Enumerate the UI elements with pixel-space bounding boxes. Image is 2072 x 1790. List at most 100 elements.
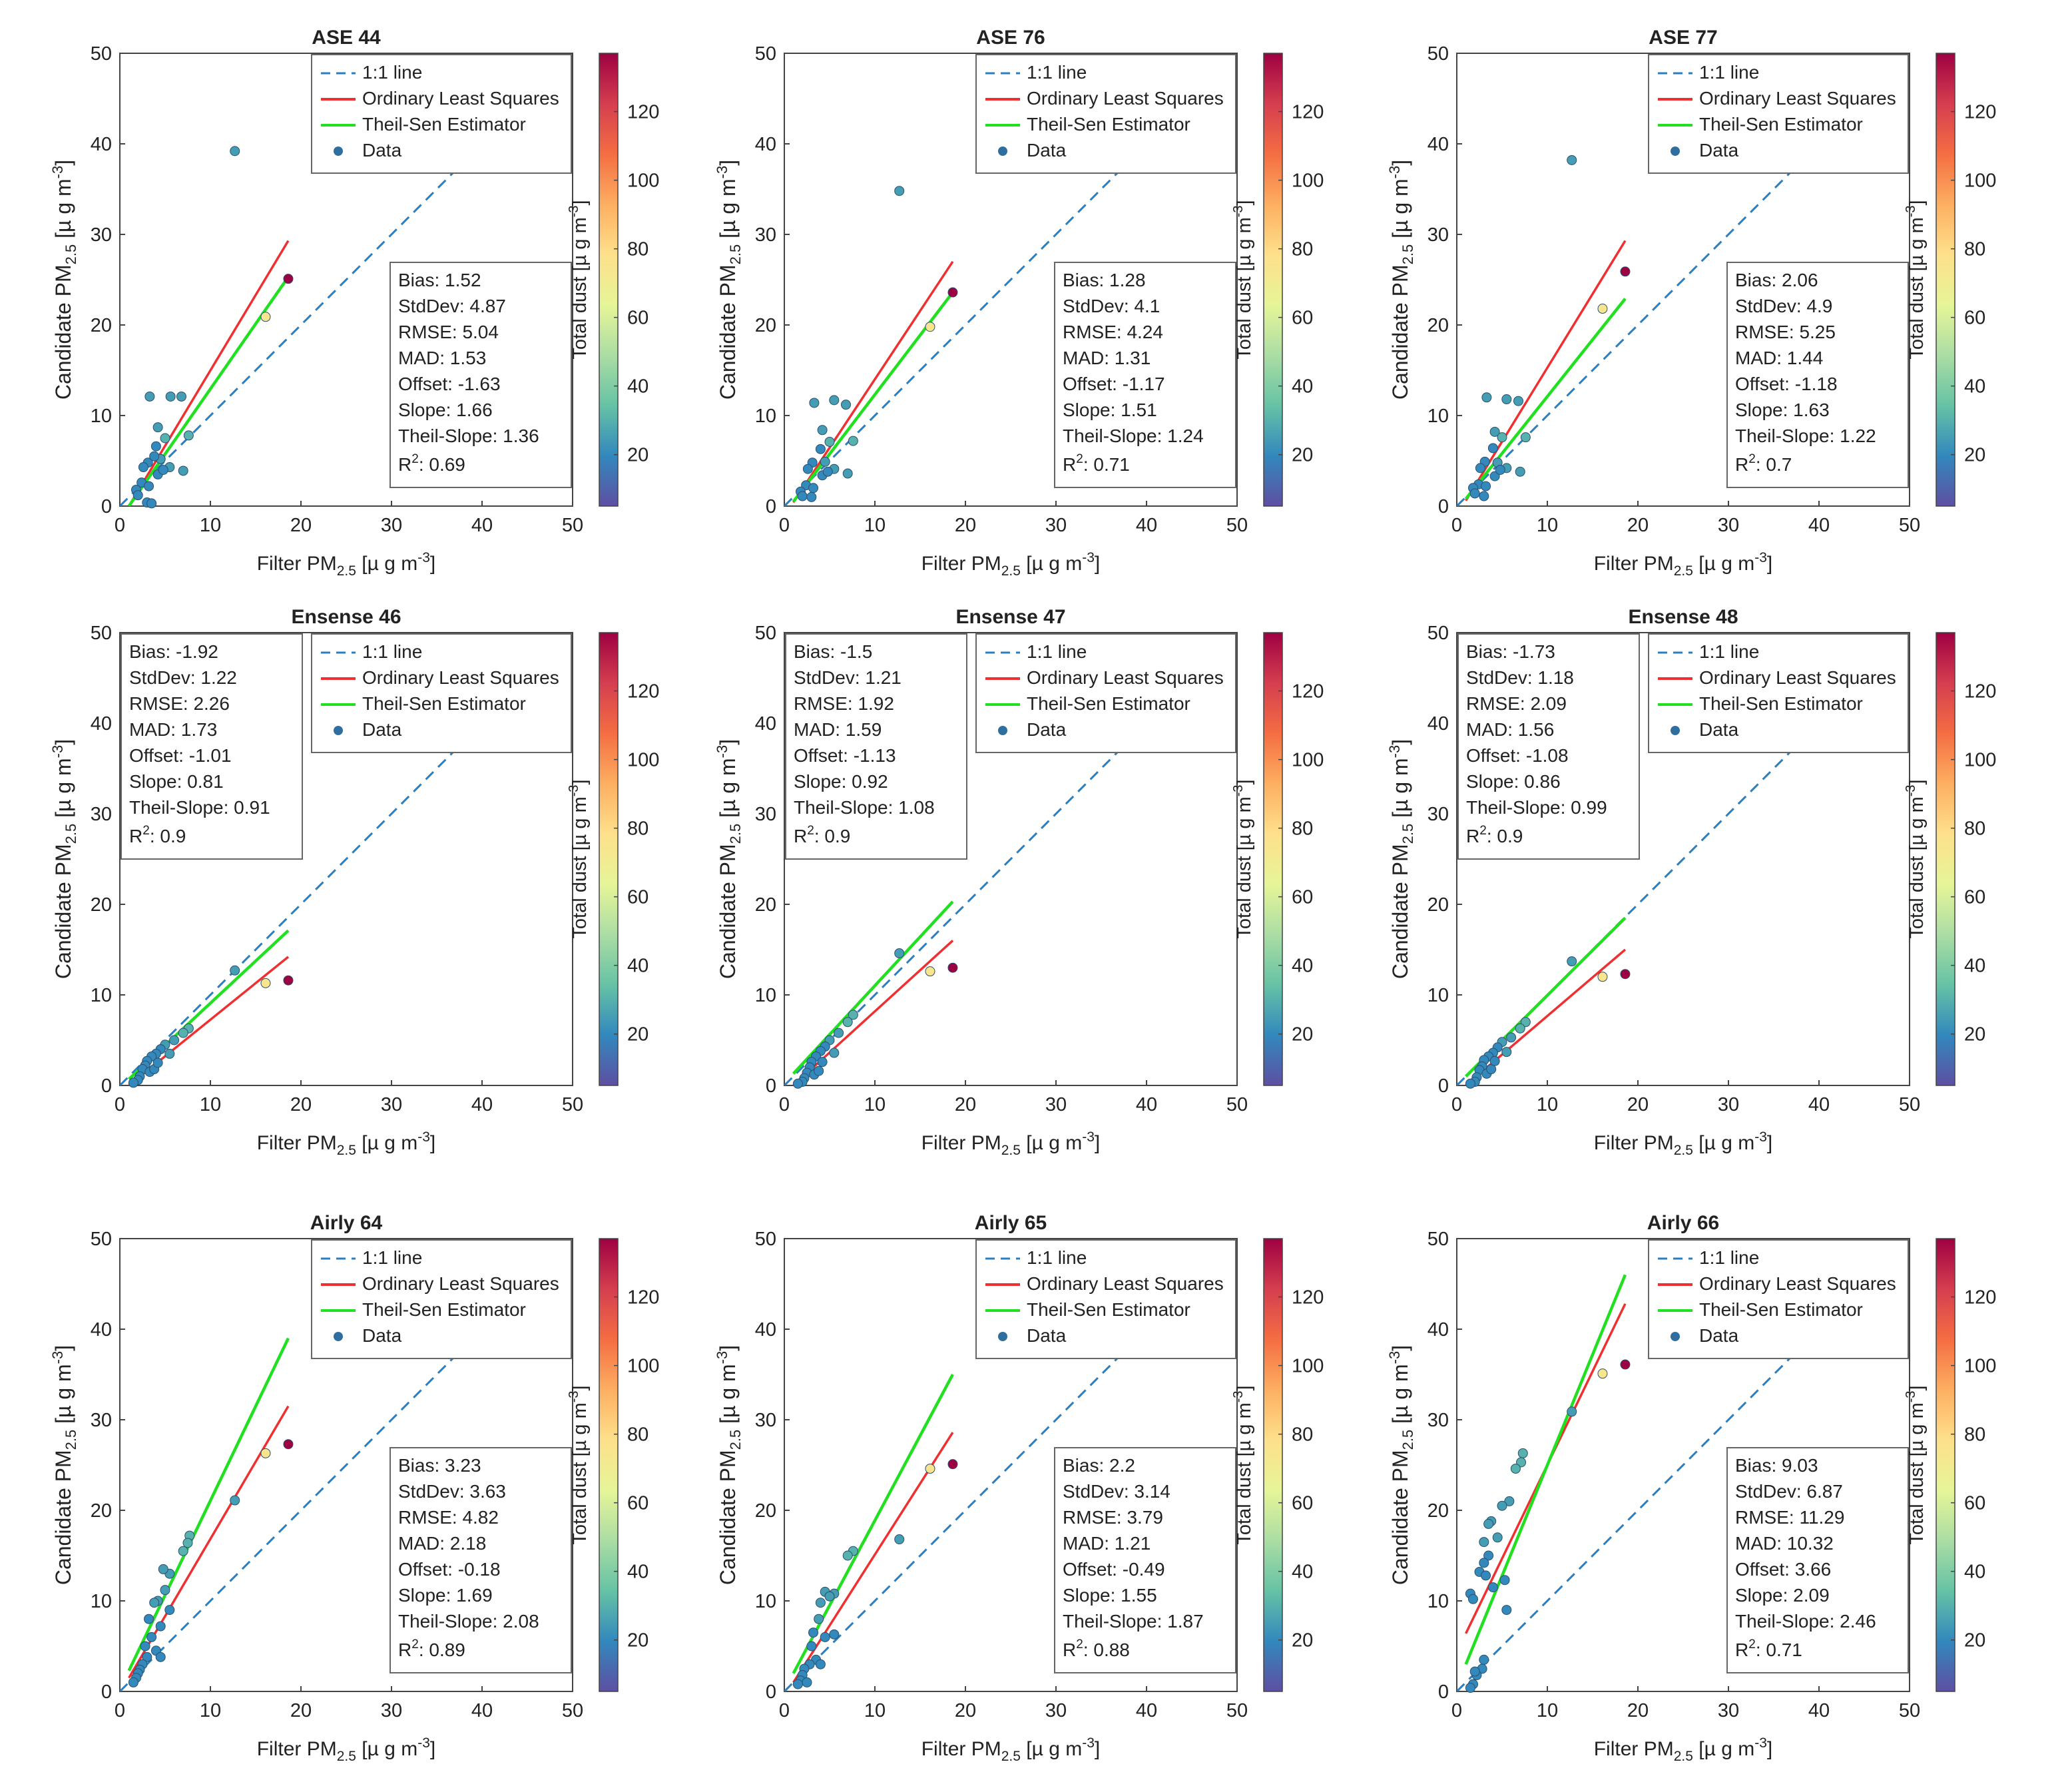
data-point (1510, 1463, 1521, 1474)
chart-panel: ASE 77 0 10 20 30 40 50 0 10 20 30 40 50 Filter PM2.5… (1386, 27, 1996, 579)
data-point (165, 391, 176, 402)
data-point (260, 312, 271, 322)
colorbar-tick-label: 80 (1964, 239, 1985, 260)
y-tick-label: 10 (91, 985, 112, 1006)
x-tick-label: 30 (381, 1094, 402, 1115)
stats-frame (785, 633, 967, 860)
stats-box: Bias: 3.23 StdDev: 3.63 RMSE: 4.82 MAD: 2.1… (389, 1447, 572, 1673)
x-axis-label: Filter PM2.5 [µ g m-3] (1594, 1735, 1773, 1764)
data-point (1516, 1457, 1527, 1468)
x-tick-label: 50 (562, 515, 583, 536)
data-point (144, 391, 155, 402)
stat-bias: Bias: 3.23 (398, 1455, 481, 1476)
data-point (1481, 392, 1492, 403)
stat-bias: Bias: 9.03 (1735, 1455, 1818, 1476)
data-point (809, 398, 820, 408)
colorbar-tick-label: 100 (1292, 750, 1324, 771)
stat-bias: Bias: -1.92 (129, 641, 218, 662)
colorbar-tick-label: 120 (627, 681, 659, 703)
y-tick-label: 10 (755, 1591, 776, 1612)
y-axis-label: Candidate PM2.5 [µ g m-3] (49, 160, 79, 400)
x-tick-label: 40 (1136, 1094, 1157, 1115)
data-point (128, 1677, 138, 1687)
colorbar-gradient (1263, 632, 1283, 1086)
stat-rmse: RMSE: 4.24 (1063, 322, 1163, 342)
legend-swatch (334, 1332, 343, 1341)
colorbar: 20 40 60 80 100 120 Total dust [µ g m-3] (567, 53, 659, 507)
stats-frame (389, 262, 572, 488)
data-point (150, 441, 161, 451)
legend: 1:1 line Ordinary Least Squares Theil-Sen … (311, 633, 572, 753)
y-axis-label: Candidate PM2.5 [µ g m-3] (1386, 1345, 1416, 1585)
legend: 1:1 line Ordinary Least Squares Theil-Sen … (975, 633, 1236, 753)
y-tick-label: 20 (1427, 1500, 1449, 1522)
y-tick-label: 50 (755, 623, 776, 644)
colorbar-tick-label: 100 (627, 170, 659, 192)
colorbar-tick-label: 60 (627, 887, 648, 908)
colorbar-gradient (599, 1238, 619, 1692)
x-tick-label: 0 (115, 1094, 125, 1115)
data-point (1620, 266, 1631, 277)
stat-bias: Bias: -1.73 (1466, 641, 1555, 662)
x-tick-label: 40 (471, 1094, 493, 1115)
data-point (146, 498, 157, 509)
stat-mad: MAD: 10.32 (1735, 1533, 1834, 1554)
data-point (1469, 1666, 1480, 1677)
legend-label: 1:1 line (362, 62, 422, 83)
data-point (815, 444, 826, 454)
colorbar-tick-label: 20 (627, 445, 648, 466)
stats-frame (389, 1447, 572, 1673)
stat-offset: Offset: -1.08 (1466, 745, 1569, 766)
legend-label: 1:1 line (362, 1247, 422, 1268)
y-tick-label: 10 (755, 985, 776, 1006)
data-point (817, 1057, 828, 1067)
x-tick-label: 10 (200, 1700, 221, 1721)
stat-theil-slope: Theil-Slope: 1.87 (1063, 1611, 1204, 1632)
legend-label: Ordinary Least Squares (1699, 1273, 1896, 1294)
chart-title: Airly 64 (310, 1212, 383, 1234)
y-tick-label: 20 (1427, 894, 1449, 916)
colorbar-tick-label: 20 (627, 1024, 648, 1045)
y-tick-label: 0 (1438, 496, 1449, 517)
x-tick-label: 10 (1537, 1700, 1558, 1721)
x-tick-label: 20 (290, 1094, 312, 1115)
x-tick-label: 40 (471, 1700, 493, 1721)
stat-offset: Offset: 3.66 (1735, 1559, 1831, 1580)
stats-frame (1726, 262, 1909, 488)
data-point (230, 146, 240, 156)
data-point (842, 1550, 853, 1561)
stat-stddev: StdDev: 1.22 (129, 667, 237, 688)
colorbar-tick-label: 80 (627, 1424, 648, 1446)
y-tick-label: 40 (1427, 134, 1449, 155)
data-point (894, 948, 905, 958)
colorbar-tick-label: 80 (627, 239, 648, 260)
y-tick-label: 50 (1427, 1229, 1449, 1250)
stat-theil-slope: Theil-Slope: 1.24 (1063, 426, 1204, 446)
data-point (1489, 1055, 1500, 1066)
data-point (802, 463, 813, 474)
colorbar-tick-label: 80 (1964, 818, 1985, 840)
colorbar-tick-label: 100 (1964, 750, 1996, 771)
stat-slope: Slope: 1.55 (1063, 1585, 1157, 1606)
y-axis-label: Candidate PM2.5 [µ g m-3] (49, 739, 79, 979)
stats-frame (1457, 633, 1640, 860)
x-tick-label: 20 (955, 515, 976, 536)
y-tick-label: 10 (1427, 406, 1449, 427)
chart-panel: Ensense 48 0 10 20 30 40 50 0 10 20 30 40 50 Filter P… (1386, 606, 1996, 1158)
y-tick-label: 50 (91, 623, 112, 644)
stat-rmse: RMSE: 2.26 (129, 693, 230, 714)
x-tick-label: 50 (1899, 1094, 1920, 1115)
x-axis-label: Filter PM2.5 [µ g m-3] (921, 1129, 1101, 1158)
data-point (1513, 396, 1523, 406)
data-point (792, 1679, 803, 1689)
colorbar-tick-label: 40 (627, 956, 648, 977)
data-point (230, 965, 240, 976)
data-point (152, 422, 163, 433)
legend-label: 1:1 line (1699, 1247, 1759, 1268)
y-tick-label: 40 (91, 134, 112, 155)
one-to-one-line (1457, 1239, 1910, 1691)
colorbar-gradient (599, 632, 619, 1086)
data-point (1497, 1500, 1507, 1511)
stat-mad: MAD: 1.59 (794, 719, 882, 740)
chart-panel: Ensense 46 0 10 20 30 40 50 0 10 20 30 40 50 Filter P… (49, 606, 659, 1158)
